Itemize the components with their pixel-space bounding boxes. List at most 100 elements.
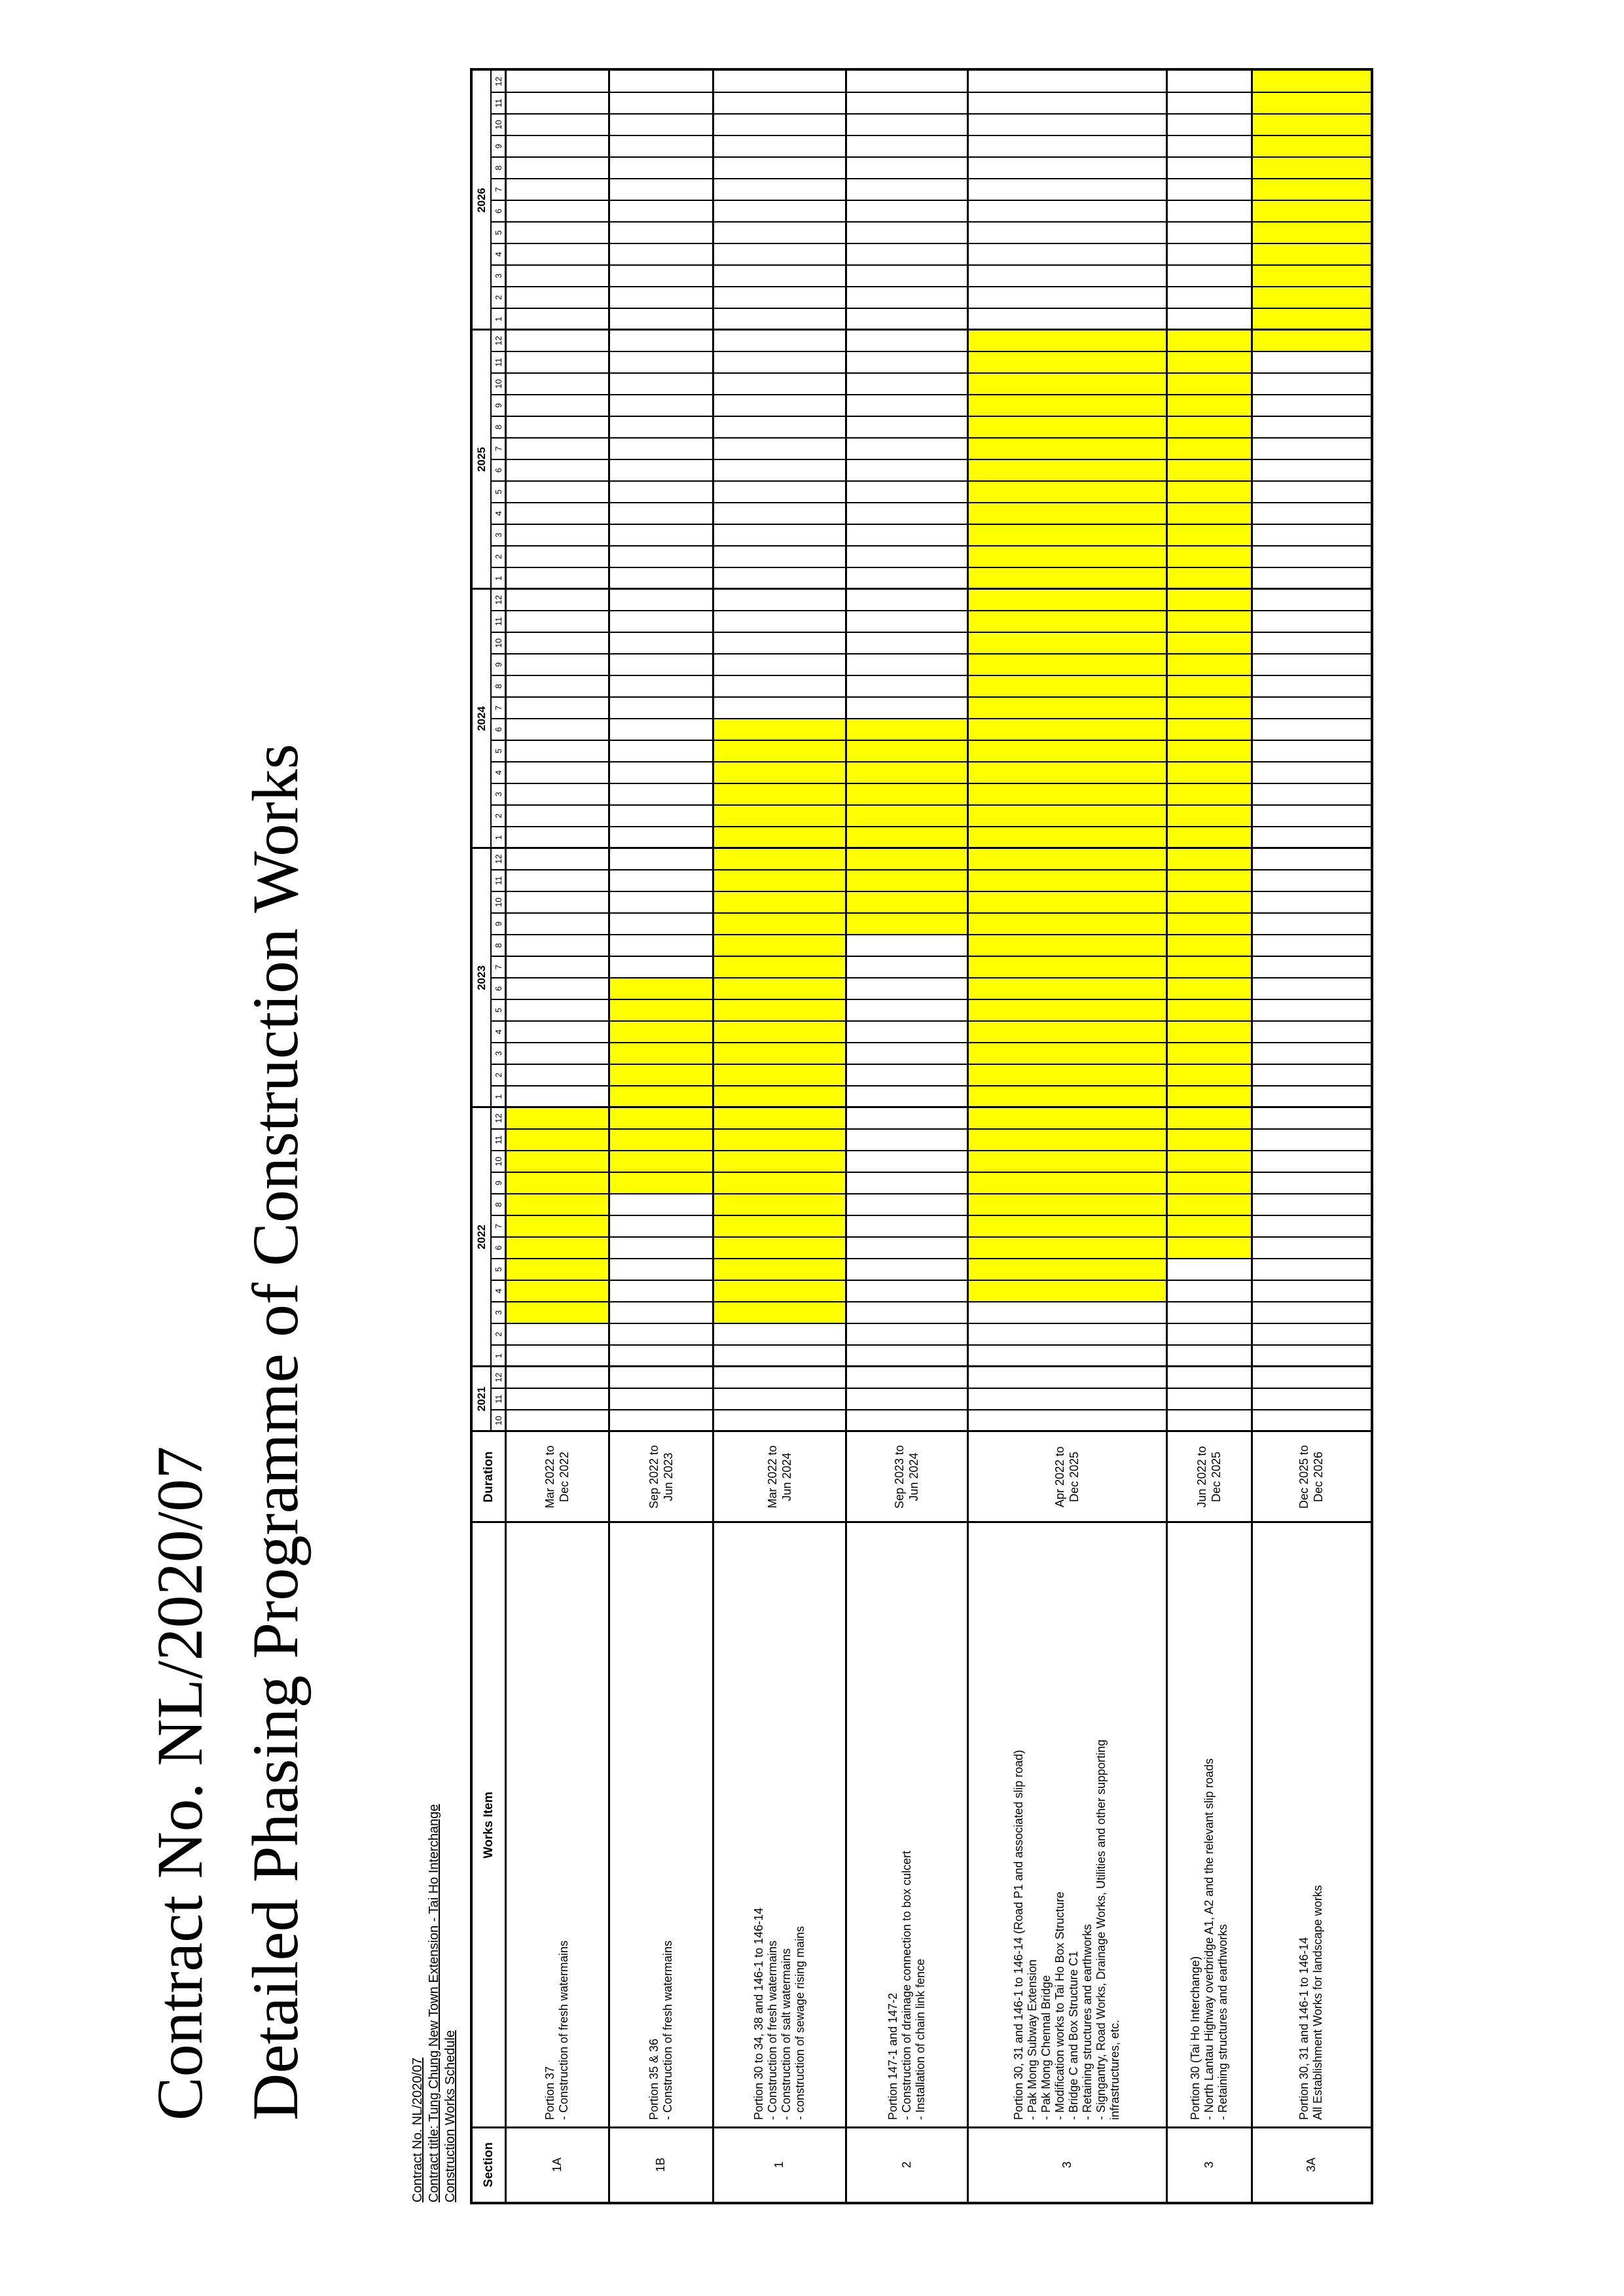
month-label: 5 xyxy=(493,748,503,754)
meta-contract-no: Contract No. NL/2020/07 xyxy=(410,2057,425,2202)
month-label: 12 xyxy=(493,1113,503,1123)
duration-line: Dec 2022 xyxy=(558,1451,571,1503)
works-item-line: All Establishment Works for landscape wo… xyxy=(1311,1885,1324,2120)
month-label: 9 xyxy=(493,403,503,408)
month-label: 1 xyxy=(493,1094,503,1100)
month-grid-line xyxy=(491,740,1371,741)
month-label: 12 xyxy=(493,595,503,605)
works-item-cell: Portion 30 to 34, 38 and 146-1 to 146-14… xyxy=(713,1522,846,2128)
duration-line: Jun 2024 xyxy=(907,1452,920,1501)
gantt-bar xyxy=(1166,330,1252,1259)
month-grid-line xyxy=(491,1064,1371,1065)
month-label: 9 xyxy=(493,662,503,668)
month-label: 3 xyxy=(493,791,503,797)
duration-cell: Mar 2022 to Jun 2024 xyxy=(713,1431,846,1522)
month-grid-line xyxy=(491,1193,1371,1194)
month-grid-line xyxy=(491,1020,1371,1022)
month-label: 2 xyxy=(493,1072,503,1078)
works-item-line: Portion 37 xyxy=(543,2066,556,2120)
contract-meta: Contract No. NL/2020/07 Contract title: … xyxy=(410,1804,459,2203)
month-grid-line xyxy=(491,912,1371,914)
month-grid-line xyxy=(491,1258,1371,1259)
month-label: 2 xyxy=(493,1331,503,1337)
works-item-line: Portion 147-1 and 147-2 xyxy=(886,1992,899,2120)
works-item-line: - Installation of chain link fence xyxy=(913,1958,927,2120)
duration-cell: Dec 2025 to Dec 2026 xyxy=(1252,1431,1371,1522)
month-label: 7 xyxy=(493,446,503,452)
month-grid-line xyxy=(491,718,1371,719)
month-grid-line xyxy=(491,480,1371,482)
works-item-line: infrastructures, etc. xyxy=(1108,2019,1121,2120)
month-grid-line xyxy=(491,308,1371,309)
section-cell: 3 xyxy=(1060,2161,1074,2168)
month-grid-line xyxy=(491,200,1371,201)
duration-line: Sep 2023 to xyxy=(893,1444,906,1509)
col-header-duration: Duration xyxy=(482,1451,496,1503)
month-grid-line xyxy=(491,1323,1371,1324)
programme-table: Section Works Item Duration 2021 10 11 12 2022 1… xyxy=(470,68,1373,2204)
month-label: 5 xyxy=(493,1266,503,1272)
duration-line: Jun 2023 xyxy=(661,1452,675,1501)
works-item-line: - Pak Mong Chennal Bridge xyxy=(1039,1975,1053,2120)
month-label: 5 xyxy=(493,489,503,495)
month-label: 3 xyxy=(493,1050,503,1056)
month-grid-line xyxy=(491,1042,1371,1043)
works-item-cell: Portion 35 & 36- Construction of fresh w… xyxy=(609,1522,713,2128)
month-grid-line xyxy=(491,675,1371,676)
month-label: 12 xyxy=(493,1372,503,1382)
month-label: 7 xyxy=(493,187,503,192)
month-grid-line xyxy=(491,459,1371,460)
month-grid-line xyxy=(491,632,1371,633)
gantt-bar xyxy=(967,330,1166,1302)
month-grid-line xyxy=(491,286,1371,287)
section-cell: 3A xyxy=(1304,2157,1318,2172)
works-item-line: - Construction of fresh watermains xyxy=(557,1940,570,2120)
month-grid-line xyxy=(491,1280,1371,1281)
duration-line: Sep 2022 to xyxy=(647,1444,660,1509)
title-line-2: Detailed Phasing Programme of Constructi… xyxy=(239,744,312,2121)
month-label: 8 xyxy=(493,683,503,689)
month-grid-line xyxy=(491,1172,1371,1173)
month-grid-line xyxy=(491,416,1371,417)
works-item-cell: Portion 30, 31 and 146-1 to 146-14 (Road… xyxy=(967,1522,1166,2128)
month-grid-line xyxy=(491,826,1371,827)
month-grid-line xyxy=(491,934,1371,935)
month-label: 6 xyxy=(493,467,503,473)
month-label: 2 xyxy=(493,813,503,819)
month-label: 11 xyxy=(493,1135,503,1145)
month-label: 10 xyxy=(493,638,503,648)
month-grid-line xyxy=(491,1301,1371,1302)
section-cell: 1A xyxy=(550,2157,564,2172)
works-item-line: - Retaining structures and earthworks xyxy=(1216,1924,1229,2120)
month-label: 11 xyxy=(493,876,503,886)
month-grid-line xyxy=(491,243,1371,244)
col-header-works-item: Works Item xyxy=(482,1791,496,1859)
month-label: 11 xyxy=(493,1394,503,1404)
month-label: 10 xyxy=(493,379,503,389)
meta-contract-title: Contract title: Tung Chung New Town Exte… xyxy=(427,1804,441,2203)
works-item-line: - Signgantry, Road Works, Drainage Works… xyxy=(1094,1739,1108,2120)
duration-line: Jun 2022 to xyxy=(1195,1446,1208,1508)
works-item-cell: Portion 30, 31 and 146-1 to 146-14 All Es… xyxy=(1252,1522,1371,2128)
month-label: 11 xyxy=(493,357,503,367)
month-grid-line xyxy=(491,1236,1371,1238)
works-item-line: - Construction of salt watermains xyxy=(779,1948,793,2120)
month-label: 4 xyxy=(493,511,503,516)
month-grid-line xyxy=(491,394,1371,395)
month-label: 10 xyxy=(493,1416,503,1426)
works-item-line: - Bridge C and Box Structure C1 xyxy=(1067,1950,1080,2120)
month-label: 11 xyxy=(493,98,503,108)
year-label-2024: 2024 xyxy=(475,706,488,731)
month-label: 5 xyxy=(493,1007,503,1013)
duration-line: Apr 2022 to xyxy=(1053,1446,1066,1508)
works-item-line: - construction of sewage rising mains xyxy=(793,1926,806,2120)
month-grid-line xyxy=(491,999,1371,1000)
month-grid-line xyxy=(491,1150,1371,1151)
title-line-1: Contract No. NL/2020/07 xyxy=(143,1446,216,2121)
month-grid-line xyxy=(491,1085,1371,1086)
works-item-line: - Construction of fresh watermains xyxy=(660,1940,674,2120)
month-label: 4 xyxy=(493,1288,503,1294)
month-label: 7 xyxy=(493,964,503,970)
works-item-cell: Portion 147-1 and 147-2- Construction of… xyxy=(846,1522,967,2128)
month-grid-line xyxy=(491,653,1371,655)
